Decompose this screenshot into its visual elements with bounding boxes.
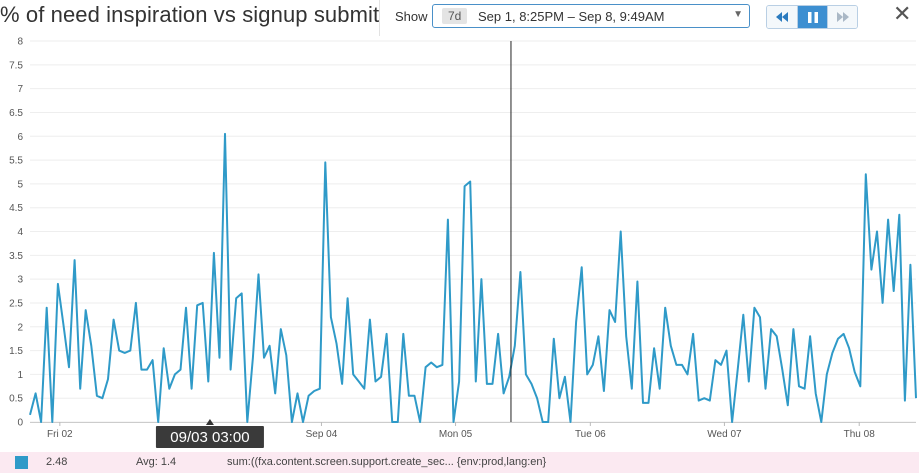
line-chart: 0 0.5 1 1.5 2 2.5 3 3.5 4 4.5 5 5.5 6 6.5 7 7.5 8 Fri 02… [9, 37, 917, 448]
close-button[interactable]: ✕ [893, 1, 912, 26]
x-axis-ticks: Fri 02 Sep 04 Mon 05 Tue 06 Wed 07 Thu 08 [47, 422, 875, 440]
series-swatch [15, 456, 28, 469]
y-tick-label: 1 [17, 370, 23, 381]
playback-controls [766, 5, 858, 29]
y-tick-label: 0.5 [9, 394, 23, 405]
cursor-label-bg [155, 426, 264, 448]
pause-button[interactable] [797, 6, 827, 28]
cursor-pointer [205, 419, 214, 425]
widget-title: % of need inspiration vs signup submit [0, 2, 380, 27]
pause-icon [807, 11, 818, 23]
rewind-icon [776, 12, 788, 22]
y-tick-label: 5.5 [9, 156, 23, 167]
cursor-label: 09/03 03:00 [170, 429, 249, 446]
y-tick-label: 3 [17, 275, 23, 286]
series-query: sum:((fxa.content.screen.support.create_… [227, 456, 547, 468]
legend-average: Avg: 1.4 [136, 456, 177, 468]
x-tick-label: Tue 06 [575, 429, 606, 440]
rewind-button[interactable] [767, 6, 797, 28]
cursor-overlay: 09/03 03:00 [155, 41, 512, 448]
fast-forward-icon [836, 12, 849, 22]
y-tick-label: 6.5 [9, 108, 23, 119]
y-tick-label: 5 [17, 179, 23, 190]
show-label: Show [395, 9, 428, 24]
series-layer [29, 132, 917, 423]
range-duration-badge: 7d [442, 8, 468, 24]
x-tick-label: Sep 04 [306, 429, 338, 440]
x-tick-label: Mon 05 [439, 429, 473, 440]
y-tick-label: 4.5 [9, 203, 23, 214]
y-tick-label: 3.5 [9, 251, 23, 262]
chevron-down-icon: ▼ [733, 9, 743, 20]
y-tick-label: 7 [17, 84, 23, 95]
y-tick-label: 4 [17, 227, 23, 238]
y-tick-label: 7.5 [9, 60, 23, 71]
header-divider [379, 0, 380, 36]
series-line [29, 132, 917, 423]
x-tick-label: Wed 07 [707, 429, 742, 440]
y-tick-label: 8 [17, 37, 23, 48]
legend-current-value: 2.48 [46, 456, 68, 468]
legend-row: 2.48 Avg: 1.4 sum:((fxa.content.screen.s… [0, 452, 919, 473]
x-tick-label: Thu 08 [844, 429, 876, 440]
y-tick-label: 6 [17, 132, 23, 143]
y-tick-label: 1.5 [9, 346, 23, 357]
y-tick-label: 0 [17, 418, 23, 429]
y-axis-ticks: 0 0.5 1 1.5 2 2.5 3 3.5 4 4.5 5 5.5 6 6.5 7 7.5 8 [9, 37, 23, 429]
range-text: Sep 1, 8:25PM – Sep 8, 9:49AM [478, 9, 665, 24]
time-range-select[interactable]: 7d Sep 1, 8:25PM – Sep 8, 9:49AM ▼ [432, 4, 750, 28]
widget-header: % of need inspiration vs signup submit S… [0, 0, 919, 36]
x-tick-label: Fri 02 [47, 429, 73, 440]
y-tick-label: 2 [17, 322, 23, 333]
gridlines [30, 40, 916, 423]
fast-forward-button[interactable] [827, 6, 857, 28]
y-tick-label: 2.5 [9, 298, 23, 309]
